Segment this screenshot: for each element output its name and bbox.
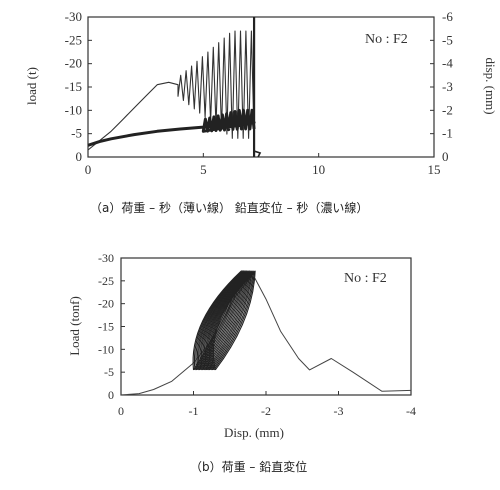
chart-b-envelope-curve (120, 275, 412, 396)
chart-b-x-tick-label: -3 (334, 404, 344, 418)
chart-b-hysteresis-loop (196, 269, 245, 371)
chart-a-left-y-tick-label: -5 (71, 126, 82, 141)
chart-a-right-y-tick-label: -4 (442, 56, 453, 71)
chart-b-x-ticks: 0 -1 -2 -3 -4 (118, 391, 416, 418)
chart-b-hysteresis-loop (198, 270, 246, 371)
chart-b-y-tick-label: -25 (98, 274, 114, 288)
chart-b-y-tick-label: 0 (108, 388, 114, 402)
chart-a-left-y-axis-title: load (t) (24, 67, 39, 105)
chart-b-hysteresis-loop (211, 270, 255, 371)
chart-a-right-y-axis-title: disp. (mm) (483, 57, 498, 114)
chart-a-displacement-series (87, 108, 256, 147)
chart-b-hysteresis-loop (204, 270, 251, 371)
chart-a-right-y-tick-label: 0 (442, 149, 449, 164)
chart-b-hysteresis-loop (206, 270, 252, 371)
chart-a-left-y-ticks: 0 -5 -10 -15 -20 -25 -30 (65, 9, 92, 164)
chart-a-left-y-tick-label: -20 (65, 56, 82, 71)
chart-b-hysteresis-loop (210, 270, 254, 371)
chart-b-hysteresis-loop (192, 269, 242, 371)
chart-b-y-axis-title: Load (tonf) (67, 296, 82, 356)
chart-a-series-group (87, 17, 262, 158)
chart-b-x-tick-label: -2 (261, 404, 271, 418)
chart-b-y-ticks: 0 -5 -10 -15 -20 -25 -30 (98, 251, 125, 402)
chart-a-load-series (87, 30, 255, 151)
chart-a-right-y-tick-label: -3 (442, 79, 453, 94)
chart-b-x-tick-label: -1 (189, 404, 199, 418)
chart-b-hysteresis-loop (203, 270, 250, 371)
chart-a-right-y-ticks: 0 -1 -2 -3 -4 -5 -6 (430, 9, 453, 164)
chart-a-right-y-tick-label: -5 (442, 32, 453, 47)
chart-b-hysteresis-loop (212, 270, 256, 371)
chart-a-left-y-tick-label: -15 (65, 79, 82, 94)
chart-b-y-tick-label: -10 (98, 342, 114, 356)
chart-b-series-group (120, 269, 412, 396)
chart-a-left-y-tick-label: 0 (76, 149, 83, 164)
chart-a-left-y-tick-label: -30 (65, 9, 82, 24)
caption-a: （a）荷重 – 秒（薄い線） 鉛直変位 – 秒（濃い線） (90, 201, 369, 215)
chart-a-x-tick-label: 10 (312, 162, 325, 177)
chart-a-right-y-tick-label: -6 (442, 9, 453, 24)
chart-b-hysteresis-loop (202, 270, 249, 371)
chart-a-left-y-tick-label: -25 (65, 32, 82, 47)
chart-a-x-tick-label: 5 (200, 162, 207, 177)
chart-a-failure-tail (253, 150, 262, 158)
chart-b-y-tick-label: -30 (98, 251, 114, 265)
chart-a-x-tick-label: 15 (428, 162, 441, 177)
chart-a-x-ticks: 0 5 10 15 (85, 153, 441, 177)
chart-a-specimen-label: No : F2 (365, 32, 408, 47)
chart-b: 0 -1 -2 -3 -4 0 -5 -10 -15 -20 -25 -30 Load (tonf)… (67, 251, 416, 440)
chart-b-hysteresis-loop (207, 270, 253, 371)
chart-b-x-tick-label: 0 (118, 404, 124, 418)
chart-b-y-tick-label: -5 (104, 365, 114, 379)
chart-b-x-tick-label: -4 (406, 404, 416, 418)
chart-b-y-tick-label: -20 (98, 297, 114, 311)
chart-a-x-tick-label: 0 (85, 162, 92, 177)
chart-b-specimen-label: No : F2 (344, 271, 387, 286)
caption-b: （b）荷重 – 鉛直変位 (190, 460, 308, 474)
chart-a: 0 5 10 15 0-5-10-15-20-25-30 0-1-2-3-4-5-6 … (24, 9, 498, 177)
chart-a-right-y-tick-label: -1 (442, 126, 453, 141)
chart-a-left-y-tick-label: -10 (65, 102, 82, 117)
chart-b-y-tick-label: -15 (98, 320, 114, 334)
chart-b-hysteresis-loop (208, 270, 253, 371)
chart-b-x-axis-title: Disp. (mm) (224, 425, 284, 440)
chart-a-right-y-tick-label: -2 (442, 102, 453, 117)
chart-b-hysteresis-loop (199, 270, 247, 371)
chart-b-hysteresis-loop (200, 270, 248, 371)
